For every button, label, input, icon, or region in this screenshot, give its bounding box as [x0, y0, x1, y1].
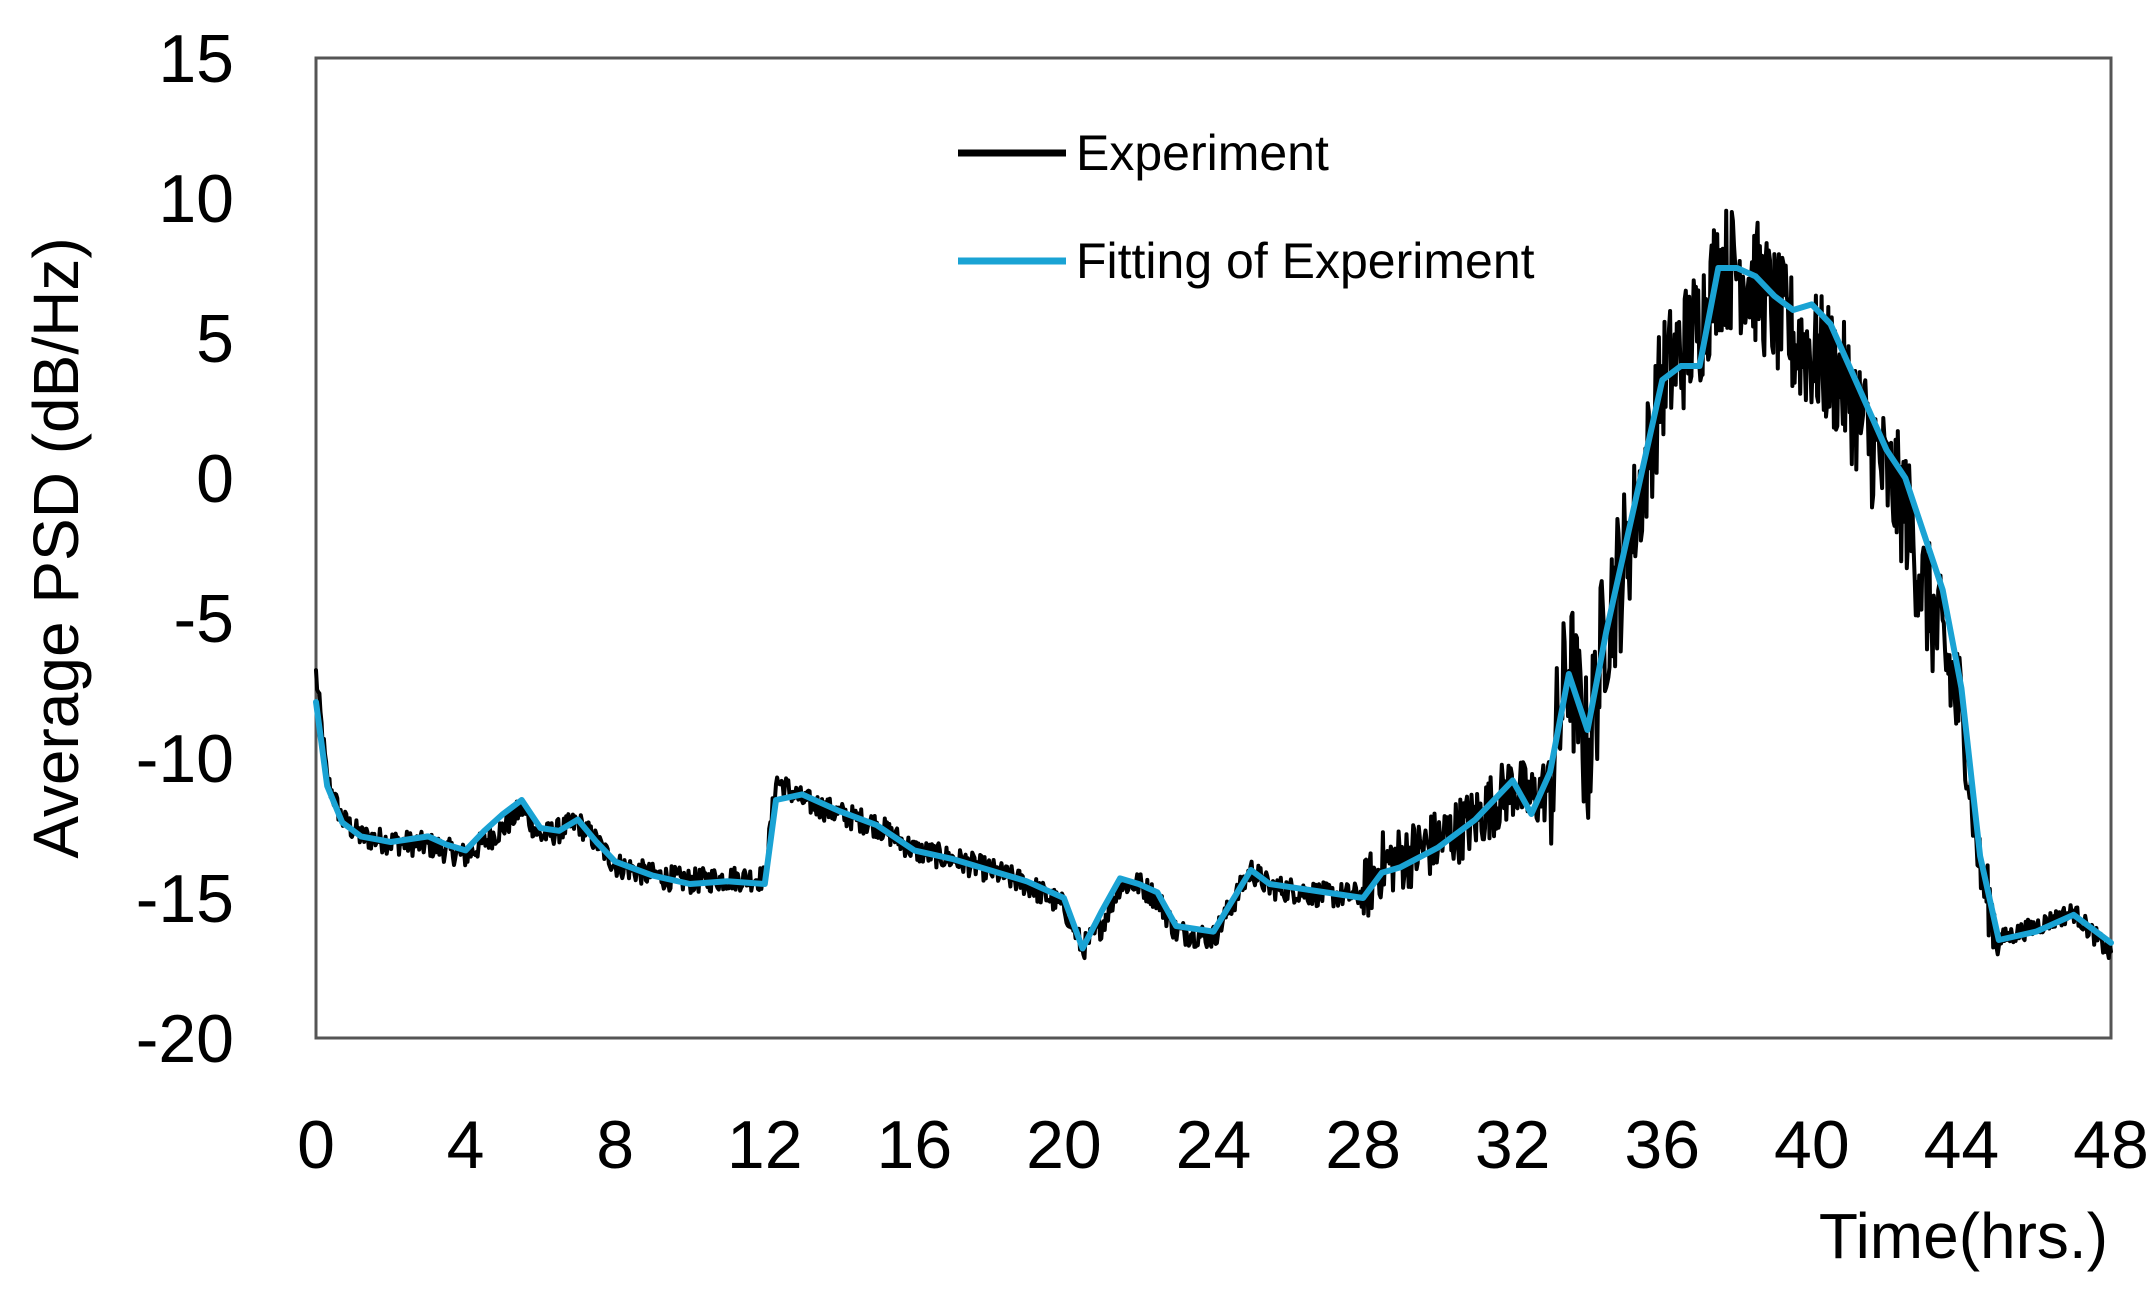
legend: Experiment Fitting of Experiment	[958, 125, 1535, 289]
y-tick-label: -5	[174, 581, 234, 657]
series-lines	[313, 208, 2114, 961]
y-tick-label: 5	[196, 301, 234, 377]
x-tick-label: 16	[877, 1107, 953, 1183]
x-tick-label: 48	[2073, 1107, 2149, 1183]
x-tick-label: 36	[1624, 1107, 1700, 1183]
x-axis-label: Time(hrs.)	[1819, 1200, 2108, 1272]
x-tick-label: 0	[297, 1107, 335, 1183]
x-tick-label: 32	[1475, 1107, 1551, 1183]
x-tick-label: 4	[447, 1107, 485, 1183]
legend-label-fitting: Fitting of Experiment	[1076, 233, 1535, 289]
x-tick-label: 8	[596, 1107, 634, 1183]
y-tick-label: -10	[136, 721, 234, 797]
y-tick-label: -15	[136, 861, 234, 937]
x-tick-label: 28	[1325, 1107, 1401, 1183]
x-tick-label: 20	[1026, 1107, 1102, 1183]
x-axis-ticks: 0 4 8 12 16 20 24 28 32 36 40 44 48	[297, 1107, 2149, 1183]
y-axis-label: Average PSD (dB/Hz)	[20, 237, 92, 858]
x-tick-label: 24	[1176, 1107, 1252, 1183]
x-tick-label: 44	[1924, 1107, 2000, 1183]
x-tick-label: 40	[1774, 1107, 1850, 1183]
y-tick-label: 10	[158, 161, 234, 237]
y-tick-label: 0	[196, 441, 234, 517]
plot-area-frame	[314, 56, 2113, 1040]
y-axis-ticks: 15 10 5 0 -5 -10 -15 -20	[136, 21, 234, 1077]
series-line-fitting	[313, 265, 2114, 952]
y-tick-label: -20	[136, 1001, 234, 1077]
y-tick-label: 15	[158, 21, 234, 97]
legend-label-experiment: Experiment	[1076, 125, 1329, 181]
x-tick-label: 12	[727, 1107, 803, 1183]
